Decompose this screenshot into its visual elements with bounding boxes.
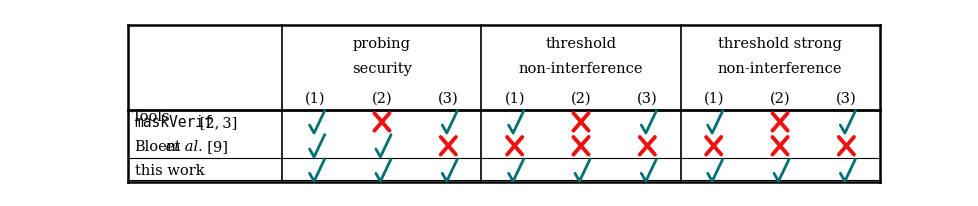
Text: threshold: threshold	[545, 37, 616, 51]
Text: security: security	[352, 62, 412, 76]
Text: this work: this work	[134, 163, 204, 177]
Text: (1): (1)	[703, 91, 723, 105]
Text: (3): (3)	[835, 91, 856, 105]
Text: (2): (2)	[372, 91, 392, 105]
Text: (1): (1)	[504, 91, 524, 105]
Text: non-interference: non-interference	[518, 62, 643, 76]
Text: [2, 3]: [2, 3]	[195, 115, 237, 129]
Text: [9]: [9]	[198, 139, 228, 153]
Text: (3): (3)	[637, 91, 657, 105]
Text: et al.: et al.	[161, 139, 202, 153]
Text: Bloem: Bloem	[134, 139, 181, 153]
Text: (3): (3)	[437, 91, 459, 105]
Text: (2): (2)	[570, 91, 591, 105]
Text: (2): (2)	[769, 91, 789, 105]
Text: threshold strong: threshold strong	[718, 37, 841, 51]
Text: non-interference: non-interference	[717, 62, 841, 76]
Text: probing: probing	[353, 37, 411, 51]
Text: (1): (1)	[305, 91, 326, 105]
Text: Tools: Tools	[132, 109, 171, 123]
Text: maskVerif: maskVerif	[134, 115, 213, 130]
